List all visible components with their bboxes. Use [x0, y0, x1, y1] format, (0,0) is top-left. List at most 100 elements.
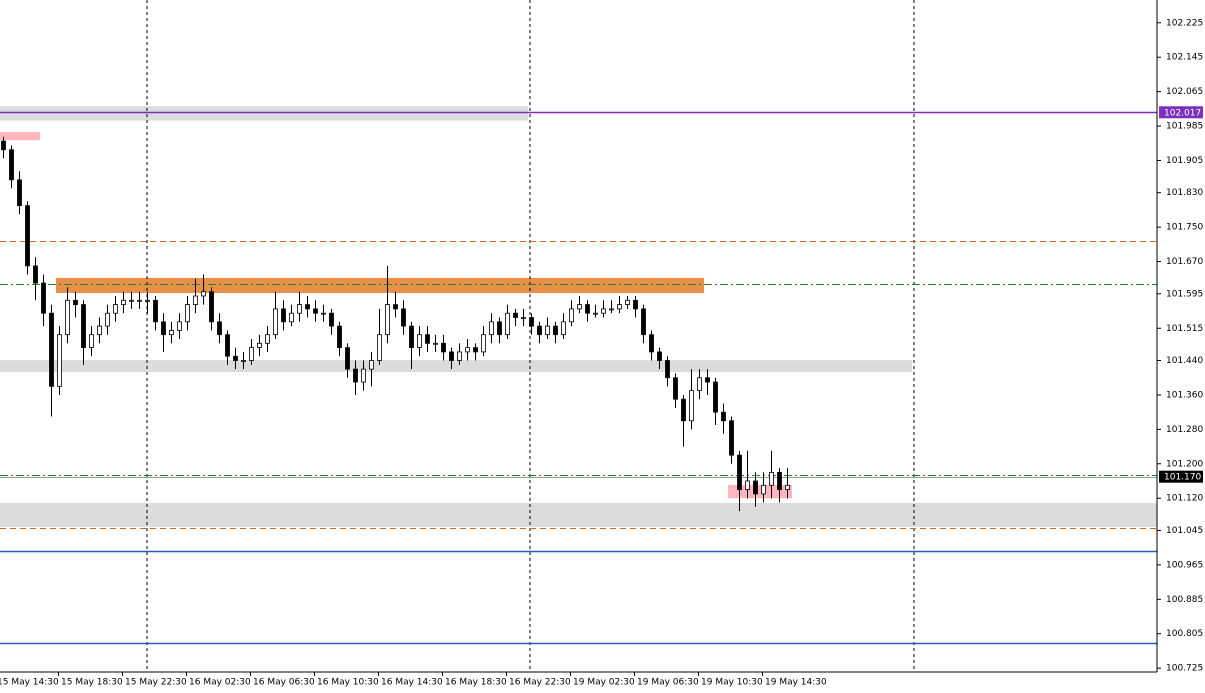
- zone: [0, 132, 40, 141]
- candle-body: [313, 308, 318, 314]
- y-tick-label: 101.200: [1166, 459, 1203, 469]
- candle-body: [521, 317, 526, 319]
- y-tick-label: 101.595: [1166, 289, 1203, 299]
- candle-body: [393, 304, 398, 310]
- candle-body: [1, 140, 6, 151]
- x-tick-label: 16 May 06:30: [253, 678, 315, 688]
- candle-body: [777, 471, 782, 490]
- y-tick-label: 100.805: [1166, 629, 1203, 639]
- candle-body: [737, 454, 742, 490]
- x-tick-label: 19 May 14:30: [765, 678, 827, 688]
- x-tick-label: 19 May 02:30: [573, 678, 635, 688]
- candle-body: [433, 342, 438, 345]
- candle-body: [593, 312, 598, 315]
- price-label-box: [1159, 106, 1203, 119]
- price-label: 101.170: [1164, 473, 1201, 483]
- y-tick-label: 101.515: [1166, 324, 1203, 334]
- candle-body: [665, 360, 670, 379]
- candle-body: [601, 308, 606, 314]
- x-tick-label: 16 May 18:30: [445, 678, 507, 688]
- candle-body: [513, 312, 518, 318]
- candle-body: [497, 321, 502, 336]
- y-tick-label: 101.985: [1166, 122, 1203, 132]
- candle-body: [753, 480, 758, 495]
- candle-body: [353, 368, 358, 383]
- zone: [0, 106, 528, 121]
- candle-body: [537, 325, 542, 336]
- candle-body: [569, 308, 574, 323]
- y-tick-label: 102.065: [1166, 87, 1203, 97]
- candle-body: [185, 304, 190, 323]
- candle-body: [417, 334, 422, 349]
- candle-body: [17, 179, 22, 207]
- candle-body: [105, 312, 110, 327]
- candle-body: [153, 299, 158, 323]
- y-tick-label: 101.670: [1166, 257, 1203, 267]
- candle-body: [545, 325, 550, 336]
- candle-body: [73, 299, 78, 305]
- zone: [0, 360, 912, 373]
- candle-body: [281, 308, 286, 323]
- candle-body: [649, 334, 654, 353]
- x-tick-label: 16 May 02:30: [189, 678, 251, 688]
- candle-body: [169, 330, 174, 336]
- candle-body: [385, 304, 390, 336]
- x-tick-label: 16 May 10:30: [317, 678, 379, 688]
- candle-body: [9, 149, 14, 181]
- y-tick-label: 101.360: [1166, 390, 1203, 400]
- axes: 102.225 102.145 102.065 101.985 101.905 101.8…: [0, 18, 1203, 687]
- zone: [56, 277, 704, 293]
- x-tick-label: 16 May 22:30: [509, 678, 571, 688]
- candle-body: [321, 312, 326, 315]
- y-tick-label: 102.225: [1166, 18, 1203, 28]
- x-tick-label: 19 May 06:30: [637, 678, 699, 688]
- candle-body: [409, 325, 414, 349]
- candle-body: [257, 342, 262, 349]
- candle-body: [681, 398, 686, 422]
- price-label-box: [1159, 470, 1203, 483]
- candle-body: [401, 308, 406, 327]
- candle-body: [241, 360, 246, 362]
- candle-body: [297, 304, 302, 314]
- x-tick-label: 15 May 18:30: [61, 678, 123, 688]
- candle-body: [361, 368, 366, 383]
- candle-body: [761, 484, 766, 495]
- candle-body: [305, 304, 310, 310]
- candle-body: [89, 334, 94, 349]
- price-label: 102.017: [1164, 108, 1201, 118]
- y-tick-label: 101.120: [1166, 494, 1203, 504]
- candle-body: [369, 360, 374, 370]
- candle-body: [97, 325, 102, 336]
- candle-body: [465, 347, 470, 353]
- candle-body: [113, 304, 118, 314]
- candle-body: [697, 377, 702, 392]
- candle-body: [481, 334, 486, 353]
- candle-body: [377, 334, 382, 361]
- candle-body: [505, 312, 510, 336]
- candle-body: [233, 355, 238, 361]
- zone: [0, 502, 1157, 528]
- candle-body: [425, 334, 430, 344]
- x-tick-label: 19 May 10:30: [701, 678, 763, 688]
- candle-body: [225, 334, 230, 357]
- candle-body: [145, 299, 150, 302]
- candle-body: [177, 321, 182, 331]
- candle-body: [33, 265, 38, 284]
- y-tick-label: 101.830: [1166, 188, 1203, 198]
- candle-body: [345, 347, 350, 370]
- y-tick-label: 101.045: [1166, 526, 1203, 536]
- y-tick-label: 100.885: [1166, 595, 1203, 605]
- candle-body: [457, 351, 462, 361]
- candle-body: [713, 381, 718, 413]
- candle-body: [265, 334, 270, 344]
- x-tick-label: 15 May 14:30: [0, 678, 59, 688]
- candle-body: [449, 351, 454, 361]
- candle-body: [473, 347, 478, 353]
- candle-body: [729, 420, 734, 456]
- zone: [728, 484, 792, 499]
- candle-body: [489, 321, 494, 336]
- candle-body: [129, 299, 134, 302]
